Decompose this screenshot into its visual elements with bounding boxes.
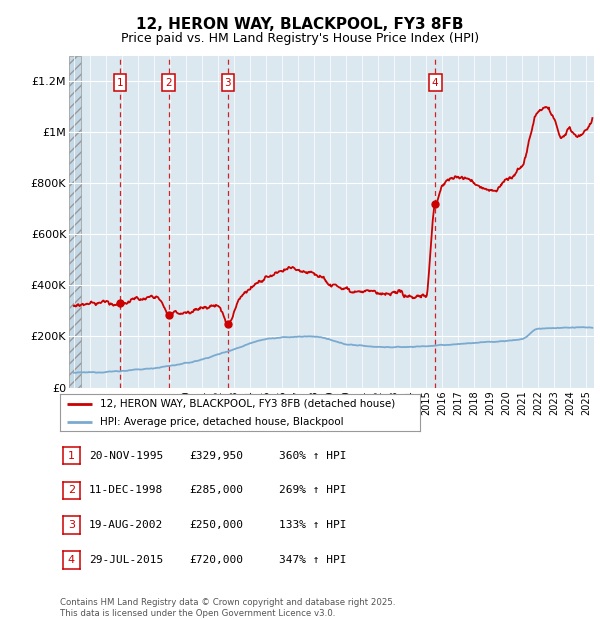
Text: 11-DEC-1998: 11-DEC-1998 — [89, 485, 163, 495]
Text: 4: 4 — [68, 555, 75, 565]
Text: 3: 3 — [68, 520, 75, 530]
Text: 12, HERON WAY, BLACKPOOL, FY3 8FB: 12, HERON WAY, BLACKPOOL, FY3 8FB — [136, 17, 464, 32]
Text: £329,950: £329,950 — [189, 451, 243, 461]
Text: £720,000: £720,000 — [189, 555, 243, 565]
Text: 2: 2 — [166, 78, 172, 87]
Text: 2: 2 — [68, 485, 75, 495]
Text: 12, HERON WAY, BLACKPOOL, FY3 8FB (detached house): 12, HERON WAY, BLACKPOOL, FY3 8FB (detac… — [100, 399, 395, 409]
Text: 133% ↑ HPI: 133% ↑ HPI — [279, 520, 347, 530]
Text: 360% ↑ HPI: 360% ↑ HPI — [279, 451, 347, 461]
Text: 1: 1 — [117, 78, 124, 87]
Text: 29-JUL-2015: 29-JUL-2015 — [89, 555, 163, 565]
Text: 20-NOV-1995: 20-NOV-1995 — [89, 451, 163, 461]
Text: 3: 3 — [224, 78, 231, 87]
Text: 1: 1 — [68, 451, 75, 461]
Text: £250,000: £250,000 — [189, 520, 243, 530]
Text: HPI: Average price, detached house, Blackpool: HPI: Average price, detached house, Blac… — [100, 417, 343, 427]
Bar — [69, 56, 80, 388]
Text: 4: 4 — [432, 78, 439, 87]
Text: 19-AUG-2002: 19-AUG-2002 — [89, 520, 163, 530]
Text: Price paid vs. HM Land Registry's House Price Index (HPI): Price paid vs. HM Land Registry's House … — [121, 32, 479, 45]
Text: Contains HM Land Registry data © Crown copyright and database right 2025.
This d: Contains HM Land Registry data © Crown c… — [60, 598, 395, 618]
Text: £285,000: £285,000 — [189, 485, 243, 495]
Text: 347% ↑ HPI: 347% ↑ HPI — [279, 555, 347, 565]
Text: 269% ↑ HPI: 269% ↑ HPI — [279, 485, 347, 495]
